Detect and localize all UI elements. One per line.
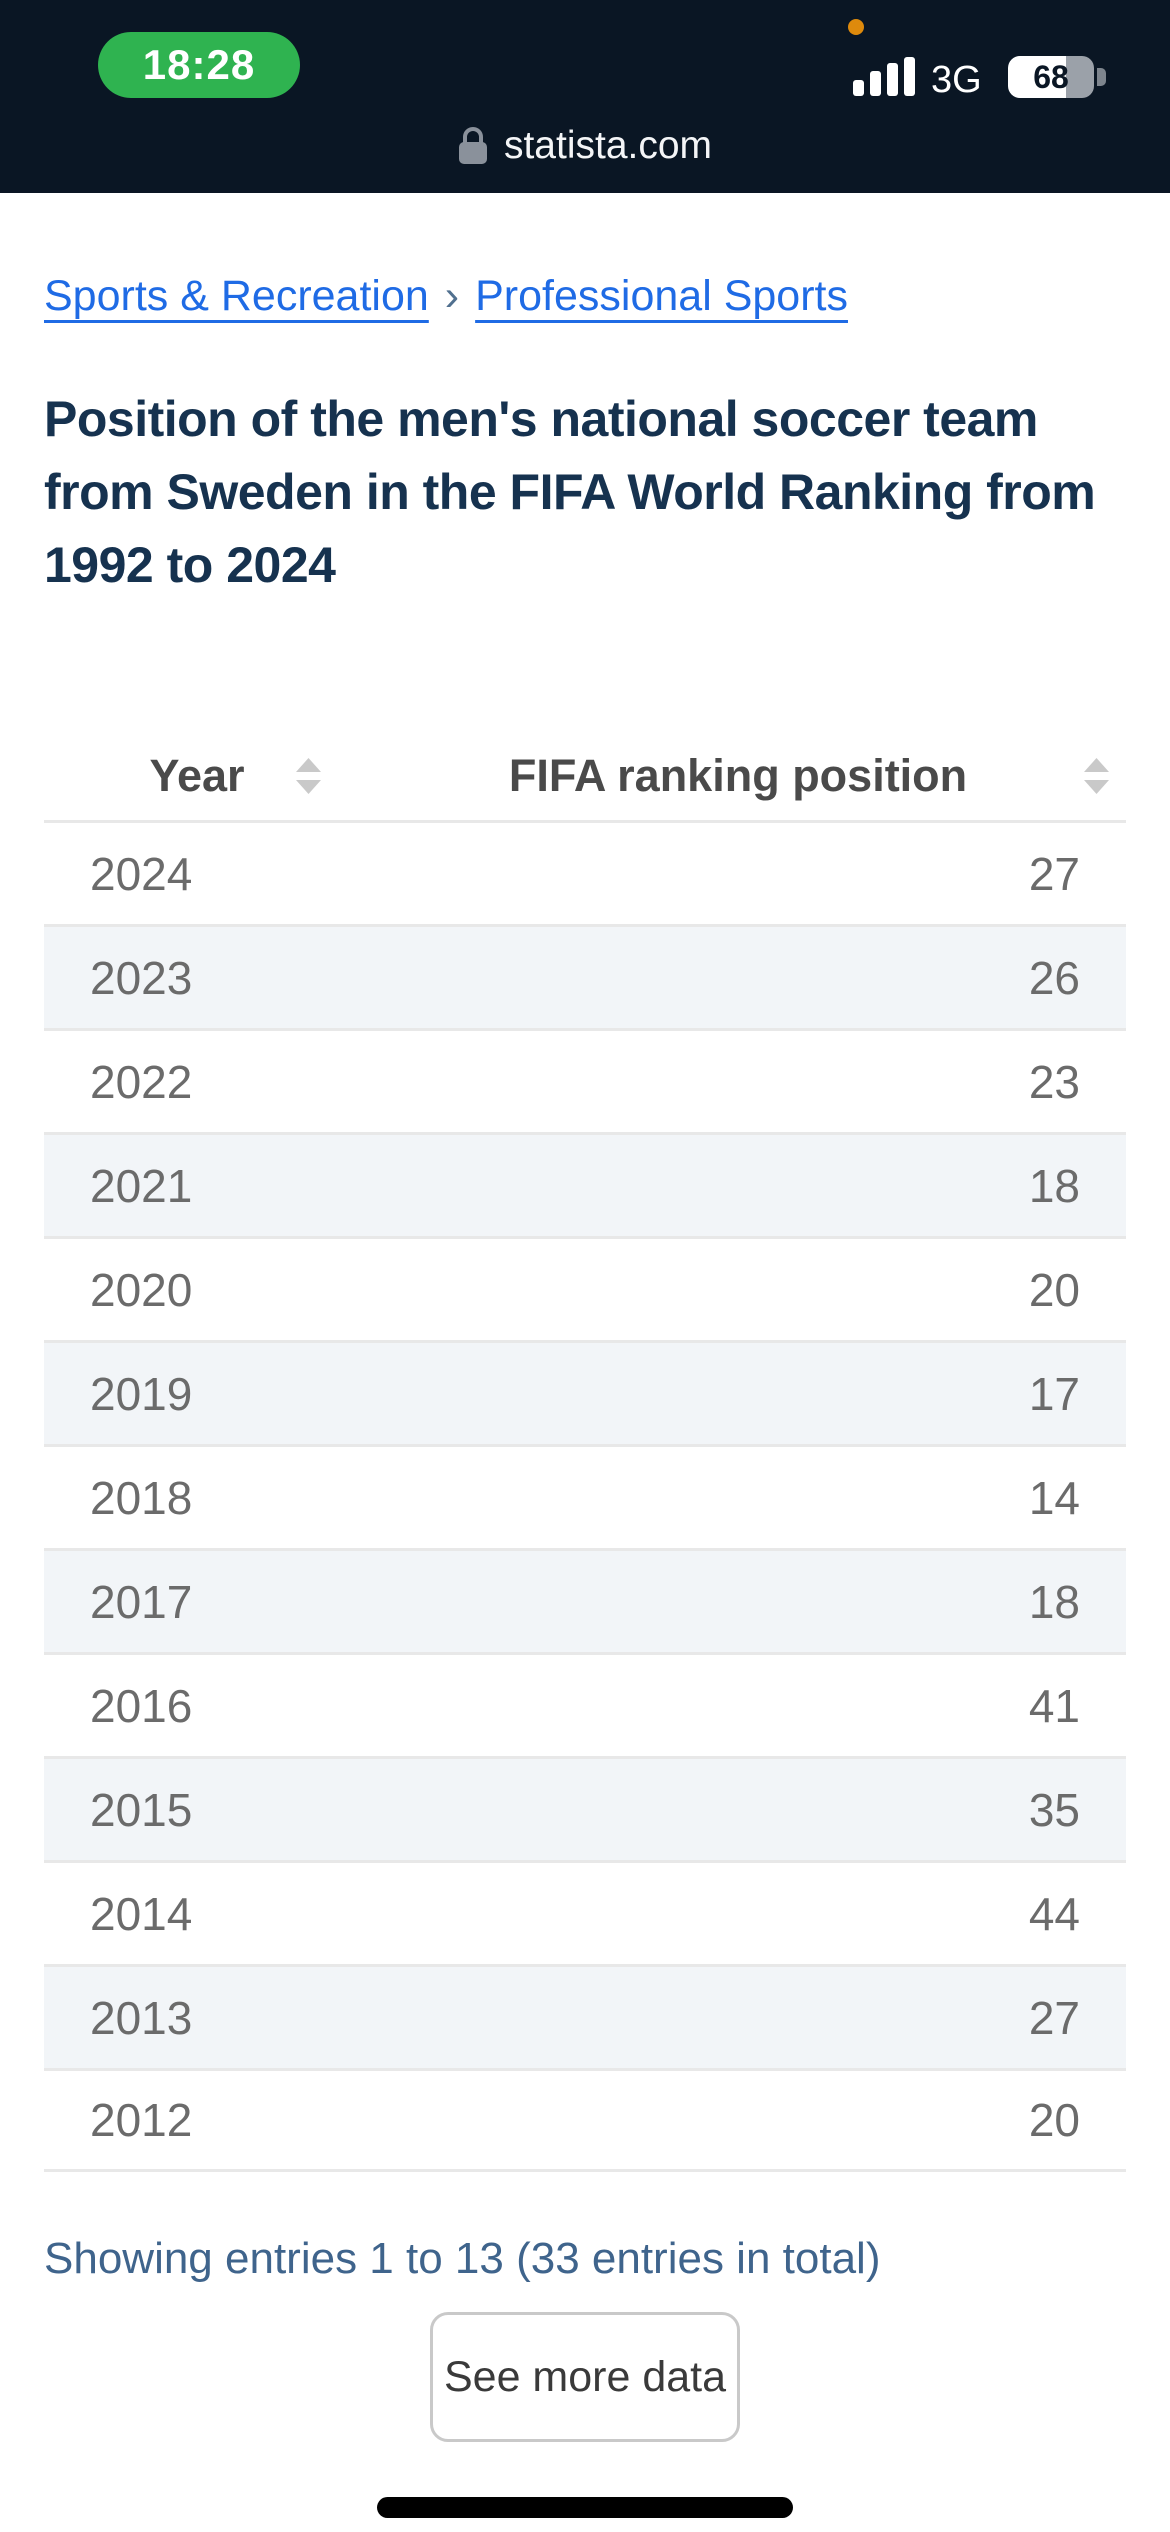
table-row: 2023 26 [44, 924, 1126, 1028]
active-call-time-pill[interactable]: 18:28 [98, 32, 300, 98]
battery-fill [1008, 56, 1067, 98]
table-cell-year: 2022 [90, 1055, 193, 1108]
entries-summary: Showing entries 1 to 13 (33 entries in t… [44, 2234, 881, 2283]
table-cell-position: 20 [1028, 2094, 1080, 2146]
table-cell-year: 2012 [90, 2094, 193, 2146]
table-cell-position: 20 [1028, 1263, 1080, 1316]
table-row: 2020 20 [44, 1236, 1126, 1340]
ranking-table: Year FIFA ranking position [44, 732, 1126, 2172]
column-header-year-label: Year [149, 750, 245, 801]
table-cell-position: 18 [1028, 1575, 1080, 1628]
column-header-position-label: FIFA ranking position [508, 750, 968, 801]
sort-icon[interactable] [295, 756, 322, 796]
table-row: 2021 18 [44, 1132, 1126, 1236]
table-cell-year: 2017 [90, 1575, 193, 1628]
table-cell-position: 27 [1028, 1991, 1080, 2044]
status-time: 18:28 [142, 41, 256, 88]
table-row: 2024 27 [44, 820, 1126, 924]
table-cell-year: 2023 [90, 951, 193, 1004]
breadcrumb-link-professional-sports[interactable]: Professional Sports [475, 272, 848, 320]
table-cell-position: 14 [1028, 1471, 1080, 1524]
table-cell-position: 35 [1028, 1783, 1080, 1836]
table-cell-position: 18 [1028, 1159, 1080, 1212]
table-row: 2013 27 [44, 1964, 1126, 2068]
breadcrumb-separator: › [444, 272, 460, 320]
column-header-year[interactable]: Year [44, 732, 350, 820]
page-title: Position of the men's national soccer te… [44, 391, 1096, 593]
table-row: 2017 18 [44, 1548, 1126, 1652]
url-bar[interactable]: statista.com [0, 118, 1170, 174]
table-cell-year: 2014 [90, 1887, 193, 1940]
url-text: statista.com [503, 124, 713, 167]
breadcrumb: Sports & Recreation › Professional Sports [44, 265, 1126, 327]
table-row: 2018 14 [44, 1444, 1126, 1548]
table-cell-position: 41 [1028, 1679, 1080, 1732]
table-row: 2014 44 [44, 1860, 1126, 1964]
table-cell-year: 2024 [90, 847, 193, 900]
home-indicator[interactable] [377, 2497, 793, 2518]
table-row: 2022 23 [44, 1028, 1126, 1132]
breadcrumb-link-sports-recreation[interactable]: Sports & Recreation [44, 272, 429, 320]
table-cell-position: 44 [1028, 1887, 1080, 1940]
table-cell-position: 27 [1028, 847, 1080, 900]
network-type-label: 3G [931, 59, 982, 101]
see-more-data-button[interactable]: See more data [430, 2312, 740, 2442]
table-row: 2015 35 [44, 1756, 1126, 1860]
signal-bars-icon [853, 57, 915, 96]
lock-icon [458, 127, 488, 165]
table-row: 2016 41 [44, 1652, 1126, 1756]
table-cell-year: 2021 [90, 1159, 193, 1212]
table-cell-position: 26 [1028, 951, 1080, 1004]
table-cell-year: 2015 [90, 1783, 193, 1836]
table-cell-year: 2018 [90, 1471, 193, 1524]
battery-cap [1097, 68, 1106, 86]
table-body: 2024 27 2023 26 2022 23 2021 18 2020 20 … [44, 820, 1126, 2172]
table-row: 2019 17 [44, 1340, 1126, 1444]
table-cell-year: 2016 [90, 1679, 193, 1732]
battery-percent: 68 [1033, 58, 1069, 95]
table-row: 2012 20 [44, 2068, 1126, 2172]
status-bar: 18:28 3G 68 statista.com [0, 0, 1170, 193]
sort-icon[interactable] [1083, 756, 1110, 796]
recording-indicator-dot [848, 19, 864, 35]
battery-icon: 68 [1008, 56, 1094, 98]
column-header-position[interactable]: FIFA ranking position [350, 732, 1126, 820]
table-cell-year: 2020 [90, 1263, 193, 1316]
table-cell-position: 23 [1028, 1055, 1080, 1108]
table-header-row: Year FIFA ranking position [44, 732, 1126, 820]
page-content: Sports & Recreation › Professional Sports … [0, 265, 1170, 2442]
table-cell-year: 2019 [90, 1367, 193, 1420]
table-cell-year: 2013 [90, 1991, 193, 2044]
table-cell-position: 17 [1028, 1367, 1080, 1420]
